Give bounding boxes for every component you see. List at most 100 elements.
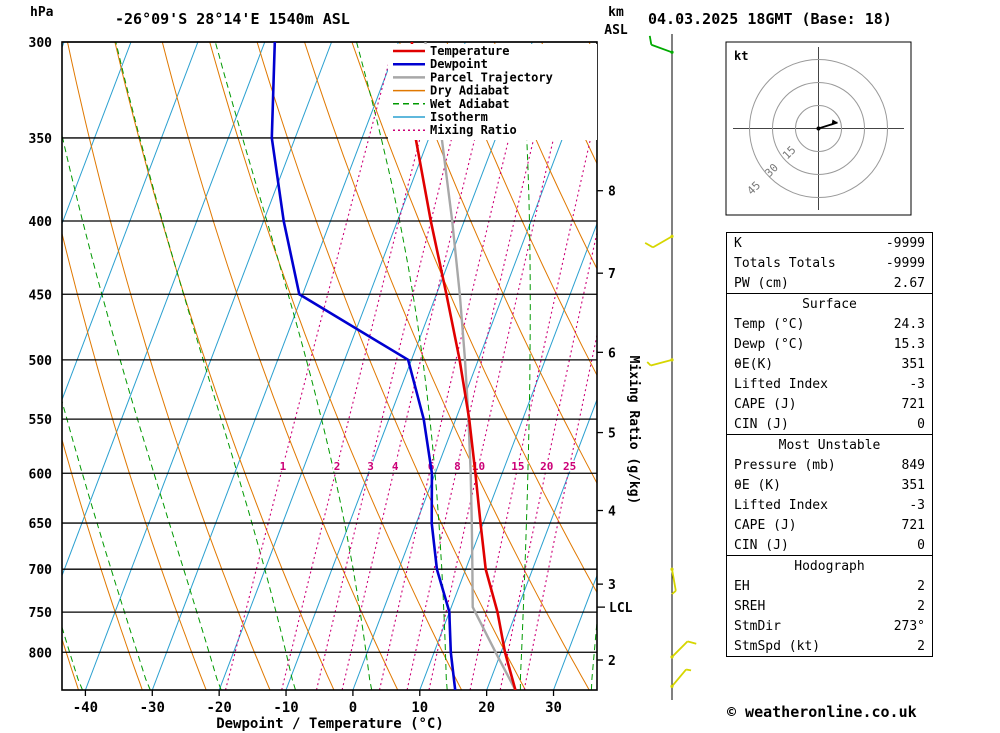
mixing-ratio-value-label: 15 <box>511 460 524 473</box>
wind-barb <box>670 668 692 688</box>
storm-vector-arrowhead <box>831 119 838 126</box>
wind-barb-full <box>687 640 697 645</box>
table-row: Lifted Index -3 <box>727 495 932 515</box>
parcel-trajectory-line <box>424 42 517 690</box>
row-value: 721 <box>901 396 925 412</box>
wind-barb <box>644 234 674 249</box>
legend-item-label: Dewpoint <box>430 57 488 71</box>
wet-adiabat-line <box>0 32 17 690</box>
row-value: 849 <box>901 457 925 473</box>
dry-adiabat-line <box>304 42 590 690</box>
wind-barb-shaft <box>671 668 687 687</box>
wet-adiabat-line <box>356 42 448 690</box>
temp-tick-label: 30 <box>545 700 562 716</box>
km-label: km <box>608 5 624 20</box>
isotherm-line <box>218 42 466 690</box>
row-label: Lifted Index <box>734 376 828 392</box>
mixing-ratio-line <box>315 62 472 690</box>
dry-adiabat-line <box>351 42 597 594</box>
row-label: Totals Totals <box>734 255 836 271</box>
dry-adiabat-line <box>62 231 207 690</box>
wet-adiabat-line <box>62 399 151 690</box>
row-value: 721 <box>901 517 925 533</box>
mixing-ratio-line <box>428 62 572 690</box>
isotherm-line <box>419 222 597 690</box>
row-label: Temp (°C) <box>734 316 805 332</box>
dry-adiabat-line <box>446 42 597 377</box>
table-row: CIN (J) 0 <box>727 535 932 555</box>
section-title: Hodograph <box>727 555 932 576</box>
dewpoint-line <box>270 42 457 690</box>
legend-item-label: Parcel Trajectory <box>430 70 553 84</box>
axis-labels: hPa300350400450500550600650700750800-40-… <box>29 5 641 732</box>
mixing-ratio-line <box>341 62 495 690</box>
dry-adiabat-line <box>114 42 335 690</box>
wet-adiabat-line <box>62 133 222 690</box>
x-axis-title: Dewpoint / Temperature (°C) <box>216 716 444 732</box>
dry-adiabat-line <box>493 42 597 270</box>
mixing-ratio-value-label: 20 <box>540 460 553 473</box>
legend-item-label: Dry Adiabat <box>430 84 509 98</box>
row-value: 0 <box>917 416 925 432</box>
legend-item-label: Wet Adiabat <box>430 97 509 111</box>
row-label: θE(K) <box>734 356 774 372</box>
isotherm-line <box>62 42 132 226</box>
table-row: Lifted Index -3 <box>727 374 932 394</box>
mixing-ratio-line <box>378 62 528 690</box>
wet-adiabat-line <box>214 42 373 690</box>
row-label: CIN (J) <box>734 416 789 432</box>
mixing-ratio-line <box>523 332 597 690</box>
hodograph-unit-label: kt <box>734 49 748 63</box>
table-row: θE(K) 351 <box>727 354 932 374</box>
indices-panel: K -9999 Totals Totals -9999 PW (cm) 2.67 Surfa… <box>726 232 933 657</box>
legend-item-label: Isotherm <box>430 110 488 124</box>
table-row: EH 2 <box>727 576 932 596</box>
row-value: 0 <box>917 537 925 553</box>
row-value: 351 <box>901 477 925 493</box>
wind-barb-half <box>685 668 692 672</box>
pressure-tick-label: 550 <box>29 413 53 428</box>
mixing-ratio-value-label: 1 <box>280 460 287 473</box>
dry-adiabat-line <box>67 42 271 690</box>
row-label: EH <box>734 578 750 594</box>
pressure-tick-label: 300 <box>29 36 53 51</box>
table-row: K -9999 <box>727 233 932 253</box>
mixing-ratio-line <box>281 62 441 690</box>
km-tick-label: 6 <box>608 346 616 361</box>
datetime-title: 04.03.2025 18GMT (Base: 18) <box>648 10 892 28</box>
pressure-tick-label: 400 <box>29 215 53 230</box>
dry-adiabat-line <box>0 42 15 690</box>
lcl-label: LCL <box>609 601 633 616</box>
table-row: Totals Totals -9999 <box>727 253 932 273</box>
dry-adiabat-line <box>161 42 399 690</box>
temp-tick-label: 20 <box>478 700 495 716</box>
pressure-tick-label: 350 <box>29 132 53 147</box>
hodograph-origin-dot <box>816 126 821 131</box>
table-row: CAPE (J) 721 <box>727 394 932 414</box>
wind-barb-shaft <box>650 358 673 367</box>
asl-label: ASL <box>604 23 628 38</box>
wind-staff <box>644 34 697 700</box>
hodograph-ring <box>749 59 888 198</box>
hodograph-ring <box>795 105 842 152</box>
row-label: CIN (J) <box>734 537 789 553</box>
isotherm-line <box>62 42 266 577</box>
wind-barb-full <box>648 35 653 45</box>
wind-barb <box>646 358 674 367</box>
row-label: StmSpd (kt) <box>734 638 821 654</box>
mixing-ratio-value-label: 4 <box>392 460 399 473</box>
row-value: 2 <box>917 578 925 594</box>
km-tick-label: 2 <box>608 654 616 669</box>
legend-item-label: Temperature <box>430 44 509 58</box>
mixing-ratio-line <box>224 62 390 690</box>
mixing-ratio-value-label: 2 <box>334 460 341 473</box>
temp-tick-label: -20 <box>207 700 232 716</box>
dry-adiabat-line <box>256 42 526 690</box>
wind-barb <box>648 35 674 54</box>
row-value: 15.3 <box>893 336 925 352</box>
temp-tick-label: 0 <box>349 700 357 716</box>
